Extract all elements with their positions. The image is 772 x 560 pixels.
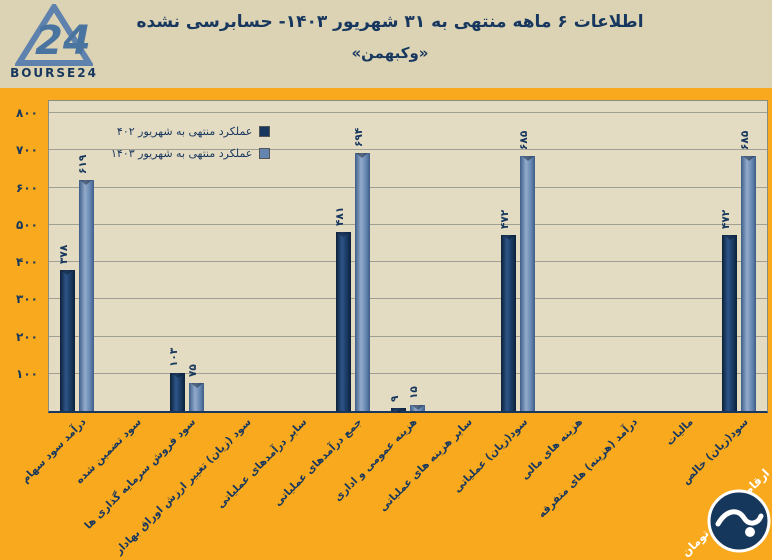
y-tick-label: ۶۰۰ xyxy=(16,180,38,195)
bourse24-logo: 24 BOURSE24 xyxy=(8,1,100,80)
bar-1402 xyxy=(59,270,75,411)
bar-1403 xyxy=(189,383,205,411)
x-axis-label: سود فروش سرمایه گذاری ها xyxy=(82,416,199,532)
bar-value-label: ۶۸۵ xyxy=(518,130,531,150)
legend: عملکرد منتهی به شهریور ۴۰۲ عملکرد منتهی … xyxy=(111,125,271,169)
logo-text: BOURSE24 xyxy=(10,66,98,80)
header-band: 24 BOURSE24 اطلاعات ۶ ماهه منتهی به ۳۱ ش… xyxy=(0,0,772,88)
bar-1402 xyxy=(501,235,517,411)
legend-swatch-light xyxy=(259,148,271,159)
bar-value-label: ۶۱۹ xyxy=(76,155,89,175)
bar-value-label: ۳۷۸ xyxy=(57,244,70,265)
gridline xyxy=(49,335,767,337)
bar-1402 xyxy=(391,407,406,414)
x-axis-label: درآمد (هزینه) های متفرقه xyxy=(536,416,641,521)
bar-1403 xyxy=(78,180,94,411)
legend-label: عملکرد منتهی به شهریور ۴۰۲ xyxy=(116,125,253,138)
y-tick-label: ۲۰۰ xyxy=(16,329,38,344)
bar-1403 xyxy=(354,152,370,411)
bar-1402 xyxy=(170,372,186,411)
gridline xyxy=(49,186,767,188)
y-axis: ۸۰۰ ۷۰۰ ۶۰۰ ۵۰۰ ۴۰۰ ۳۰۰ ۲۰۰ ۱۰۰ xyxy=(0,100,44,410)
legend-item-1402: عملکرد منتهی به شهریور ۴۰۲ xyxy=(111,125,271,138)
logo-triangle-icon: 24 xyxy=(13,1,95,66)
x-axis-labels: درآمد سود سهام سود تضمین شده سود فروش سرما… xyxy=(19,414,766,557)
plot-area: عملکرد منتهی به شهریور ۴۰۲ عملکرد منتهی … xyxy=(48,100,768,414)
y-tick-label: ۳۰۰ xyxy=(16,292,38,307)
gridline xyxy=(49,223,767,225)
bar-1403 xyxy=(410,405,425,411)
gridline xyxy=(49,112,767,113)
page-title: اطلاعات ۶ ماهه منتهی به ۳۱ شهریور ۱۴۰۳- … xyxy=(136,12,644,32)
x-axis-label: مالیات xyxy=(663,416,696,448)
x-axis-label: سایر هزینه های عملیاتی xyxy=(376,416,475,514)
bar-value-label: ۴۷۲ xyxy=(720,209,733,230)
bar-value-label: ۴۸۱ xyxy=(333,206,346,226)
legend-item-1403: عملکرد منتهی به شهریور ۱۴۰۳ xyxy=(111,147,271,160)
bar-value-label: ۹ xyxy=(389,395,401,402)
y-tick-label: ۸۰۰ xyxy=(16,106,38,120)
svg-text:24: 24 xyxy=(35,18,91,64)
bar-value-label: ۶۸۵ xyxy=(739,130,752,150)
y-tick-label: ۷۰۰ xyxy=(16,143,38,158)
ticker-subtitle: «وکبهمن» xyxy=(351,44,429,62)
y-tick-label: ۱۰۰ xyxy=(16,366,38,381)
bar-value-label: ۷۵ xyxy=(187,364,200,378)
gridline xyxy=(49,149,767,151)
legend-label: عملکرد منتهی به شهریور ۱۴۰۳ xyxy=(111,147,253,160)
gridline xyxy=(49,261,767,262)
bar-1403 xyxy=(741,155,757,411)
gridline xyxy=(49,372,767,374)
bar-value-label: ۶۹۴ xyxy=(352,127,365,147)
bourse24-badge-icon xyxy=(706,488,772,558)
gridline xyxy=(49,298,767,300)
bar-1402 xyxy=(335,231,351,411)
bar-value-label: ۴۷۲ xyxy=(499,209,512,230)
bar-1403 xyxy=(520,155,536,411)
bar-value-label: ۱۰۳ xyxy=(168,347,181,367)
y-tick-label: ۴۰۰ xyxy=(16,255,38,269)
x-axis-label: سایر درآمدهای عملیاتی xyxy=(214,416,310,511)
bar-value-label: ۱۵ xyxy=(408,386,420,400)
legend-swatch-dark xyxy=(259,126,271,137)
y-tick-label: ۵۰۰ xyxy=(16,217,38,232)
bar-1402 xyxy=(722,235,738,411)
